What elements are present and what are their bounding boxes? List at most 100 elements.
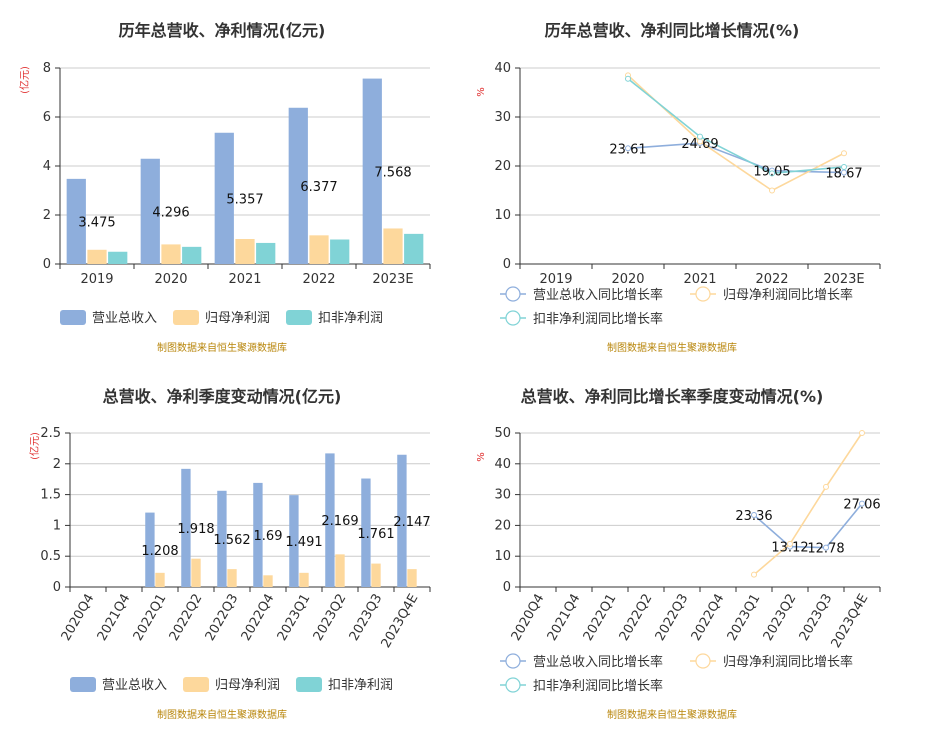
bar-revenue <box>361 478 371 587</box>
data-label: 13.12 <box>771 541 808 556</box>
bar-net-profit <box>335 554 345 587</box>
bar-revenue <box>397 454 407 587</box>
series-line-revenue <box>627 142 845 174</box>
bar-revenue <box>362 78 382 264</box>
x-tick-label: 2020 <box>154 272 187 287</box>
data-point <box>841 169 847 176</box>
data-label: 19.05 <box>753 165 790 180</box>
bar-net-profit <box>191 558 201 587</box>
x-tick-label: 2022Q2 <box>617 592 656 644</box>
x-tick-label: 2023Q2 <box>761 592 800 644</box>
source-note: 制图数据来自恒生聚源数据库 <box>157 341 287 354</box>
legend-swatch <box>173 310 199 325</box>
bar-revenue <box>289 495 299 587</box>
x-tick-label: 2023E <box>823 272 864 287</box>
legend-swatch <box>70 677 96 692</box>
bar-net-profit <box>309 235 329 264</box>
y-axis-unit: % <box>476 87 487 97</box>
bar-deducted-profit <box>330 239 350 264</box>
legend-label: 营业总收入 <box>92 311 157 326</box>
data-label: 12.78 <box>807 542 844 557</box>
legend-marker <box>505 653 521 669</box>
bar-net-profit <box>371 563 381 587</box>
y-tick-label: 2.5 <box>40 426 61 441</box>
y-tick-label: 50 <box>494 426 511 441</box>
data-label: 3.475 <box>78 215 115 230</box>
x-tick-label: 2023Q2 <box>311 592 350 644</box>
bar-deducted-profit <box>256 242 276 264</box>
data-point <box>625 75 631 82</box>
y-axis-unit: (亿元) <box>28 432 41 460</box>
bar-net-profit <box>299 572 309 587</box>
y-tick-label: 2 <box>43 208 51 223</box>
x-tick-label: 2022Q2 <box>167 592 206 644</box>
x-tick-label: 2023Q4E <box>829 592 872 651</box>
chart-title: 总营收、净利同比增长率季度变动情况(%) <box>521 387 824 406</box>
x-tick-label: 2021 <box>228 272 261 287</box>
x-tick-label: 2023Q1 <box>275 592 314 644</box>
x-tick-label: 2022Q4 <box>239 592 278 644</box>
legend-swatch <box>286 310 312 325</box>
data-point <box>769 187 775 194</box>
legend-swatch <box>296 677 322 692</box>
data-point <box>823 483 829 490</box>
data-point <box>751 512 757 519</box>
legend-swatch <box>60 310 86 325</box>
bar-net-profit <box>155 572 165 587</box>
source-note: 制图数据来自恒生聚源数据库 <box>157 708 287 721</box>
bar-net-profit <box>407 569 417 587</box>
data-point <box>625 145 631 152</box>
data-label: 6.377 <box>300 180 337 195</box>
bar-revenue <box>66 178 86 264</box>
data-point <box>859 500 865 507</box>
bar-net-profit <box>227 569 237 587</box>
series-line-net-profit <box>753 432 863 576</box>
y-tick-label: 40 <box>494 61 511 76</box>
y-tick-label: 0 <box>503 257 511 272</box>
y-tick-label: 2 <box>53 457 61 472</box>
data-point <box>841 163 847 170</box>
bar-revenue <box>217 490 227 587</box>
x-tick-label: 2022Q1 <box>581 592 620 644</box>
data-label: 23.61 <box>609 142 646 157</box>
bar-deducted-profit <box>182 246 202 264</box>
y-axis-unit: (亿元) <box>18 66 31 94</box>
chart-title: 历年总营收、净利情况(亿元) <box>119 21 326 40</box>
y-tick-label: 30 <box>494 110 511 125</box>
y-tick-label: 10 <box>494 208 511 223</box>
bar-net-profit <box>263 575 273 587</box>
y-tick-label: 20 <box>494 518 511 533</box>
x-tick-label: 2022Q1 <box>131 592 170 644</box>
legend-label: 归母净利润 <box>205 311 270 326</box>
series-line-revenue <box>753 503 863 549</box>
legend-swatch <box>183 677 209 692</box>
x-tick-label: 2022 <box>302 272 335 287</box>
bar-net-profit <box>235 239 255 264</box>
bar-revenue <box>214 132 234 264</box>
x-tick-label: 2020Q4 <box>59 592 98 644</box>
data-label: 27.06 <box>843 498 880 513</box>
series-line-deducted-profit <box>627 78 845 175</box>
y-tick-label: 30 <box>494 488 511 503</box>
y-tick-label: 0 <box>53 580 61 595</box>
x-tick-label: 2023E <box>372 272 413 287</box>
data-label: 1.208 <box>141 544 178 559</box>
x-tick-label: 2023Q3 <box>797 592 836 644</box>
x-tick-label: 2021Q4 <box>545 592 584 644</box>
y-axis-unit: % <box>476 452 487 462</box>
series-line-net-profit <box>627 74 845 192</box>
chart-title: 历年总营收、净利同比增长情况(%) <box>545 21 800 40</box>
y-tick-label: 0 <box>503 580 511 595</box>
data-point <box>769 170 775 177</box>
x-tick-label: 2019 <box>539 272 572 287</box>
source-note: 制图数据来自恒生聚源数据库 <box>607 341 737 354</box>
y-tick-label: 20 <box>494 159 511 174</box>
source-note: 制图数据来自恒生聚源数据库 <box>607 708 737 721</box>
chart-title: 总营收、净利季度变动情况(亿元) <box>103 387 342 406</box>
data-label: 24.69 <box>681 137 718 152</box>
data-label: 1.761 <box>357 527 394 542</box>
data-point <box>859 430 865 436</box>
legend-marker <box>695 286 711 302</box>
bar-net-profit <box>87 249 107 264</box>
